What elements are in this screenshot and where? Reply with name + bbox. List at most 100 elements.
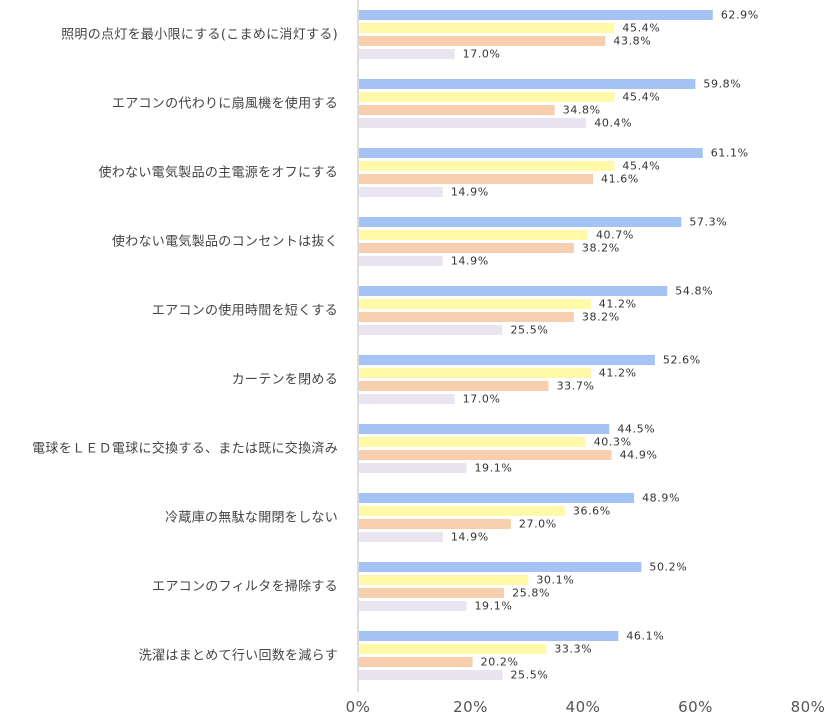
data-label: 44.5% [617,423,655,436]
data-label: 25.5% [510,669,548,682]
bar [359,368,591,378]
data-label: 44.9% [620,449,658,462]
bar [359,424,610,434]
data-label: 34.8% [563,104,601,117]
bar [359,562,642,572]
data-label: 17.0% [463,48,501,61]
bar [359,36,606,46]
data-label: 61.1% [711,147,749,160]
data-label: 38.2% [582,242,620,255]
data-label: 45.4% [622,91,660,104]
category-label: カーテンを閉める [232,373,338,388]
data-label: 40.3% [594,436,632,449]
bar [359,450,612,460]
bar [359,588,505,598]
category-label: 使わない電気製品のコンセントは抜く [112,234,338,250]
data-label: 41.2% [599,367,637,380]
data-label: 43.8% [613,35,651,48]
bar [359,23,615,33]
bar [359,118,587,128]
data-label: 45.4% [622,160,660,173]
x-tick-label: 0% [346,698,371,716]
bar [359,325,503,335]
category-label: 冷蔵庫の無駄な開閉をしない [165,511,338,526]
bar [359,463,467,473]
data-label: 14.9% [451,255,489,268]
bar [359,355,655,365]
bar [359,105,555,115]
x-tick-label: 60% [678,698,713,716]
bar [359,519,511,529]
data-label: 33.3% [554,643,592,656]
category-label: エアコンの使用時間を短くする [152,303,338,319]
x-tick-label: 20% [453,698,488,716]
bar [359,243,574,253]
bar [359,394,455,404]
data-label: 41.2% [599,298,637,311]
bar [359,161,615,171]
bar [359,575,529,585]
data-label: 36.6% [573,505,611,518]
x-tick-label: 80% [791,698,826,716]
x-tick-label: 40% [566,698,601,716]
bar [359,312,574,322]
bar [359,670,503,680]
bar [359,49,455,59]
data-label: 54.8% [675,285,713,298]
data-label: 14.9% [451,186,489,199]
bar [359,532,443,542]
data-label: 25.5% [510,324,548,337]
category-label: 洗濯はまとめて行い回数を減らす [139,648,338,664]
data-label: 46.1% [626,630,664,643]
bar [359,381,549,391]
bar [359,657,473,667]
category-label: エアコンの代わりに扇風機を使用する [112,96,338,112]
category-label: エアコンのフィルタを掃除する [152,579,338,595]
data-label: 30.1% [536,574,574,587]
data-label: 19.1% [474,600,512,613]
bar [359,217,682,227]
data-label: 14.9% [451,531,489,544]
data-label: 50.2% [649,561,687,574]
data-label: 38.2% [582,311,620,324]
category-label: 使わない電気製品の主電源をオフにする [98,165,338,181]
bar [359,148,703,158]
bar [359,299,591,309]
bar [359,493,635,503]
bars-layer [359,10,713,680]
bar [359,506,565,516]
category-label: 照明の点灯を最小限にする(こまめに消灯する) [61,28,338,43]
data-label: 17.0% [463,393,501,406]
bar [359,10,713,20]
data-label: 19.1% [474,462,512,475]
data-label: 52.6% [663,354,701,367]
data-label: 48.9% [642,492,680,505]
bar [359,79,696,89]
data-label: 41.6% [601,173,639,186]
x-axis-ticks: 0% 20% 40% 60% 80% [346,698,826,716]
data-label: 40.7% [596,229,634,242]
data-label: 57.3% [689,216,727,229]
bar [359,92,615,102]
data-label: 25.8% [512,587,550,600]
data-label: 40.4% [594,117,632,130]
bar [359,601,467,611]
data-label: 20.2% [481,656,519,669]
bar [359,286,668,296]
bar [359,187,443,197]
labels-layer: 照明の点灯を最小限にする(こまめに消灯する)62.9%45.4%43.8%17.… [32,9,759,682]
data-label: 45.4% [622,22,660,35]
data-label: 27.0% [519,518,557,531]
bar [359,644,547,654]
bar [359,437,586,447]
bar [359,631,619,641]
bar [359,256,443,266]
bar [359,174,593,184]
bar [359,230,588,240]
data-label: 33.7% [557,380,595,393]
data-label: 59.8% [703,78,741,91]
data-label: 62.9% [721,9,759,22]
category-label: 電球をＬＥＤ電球に交換する、または既に交換済み [32,441,338,457]
